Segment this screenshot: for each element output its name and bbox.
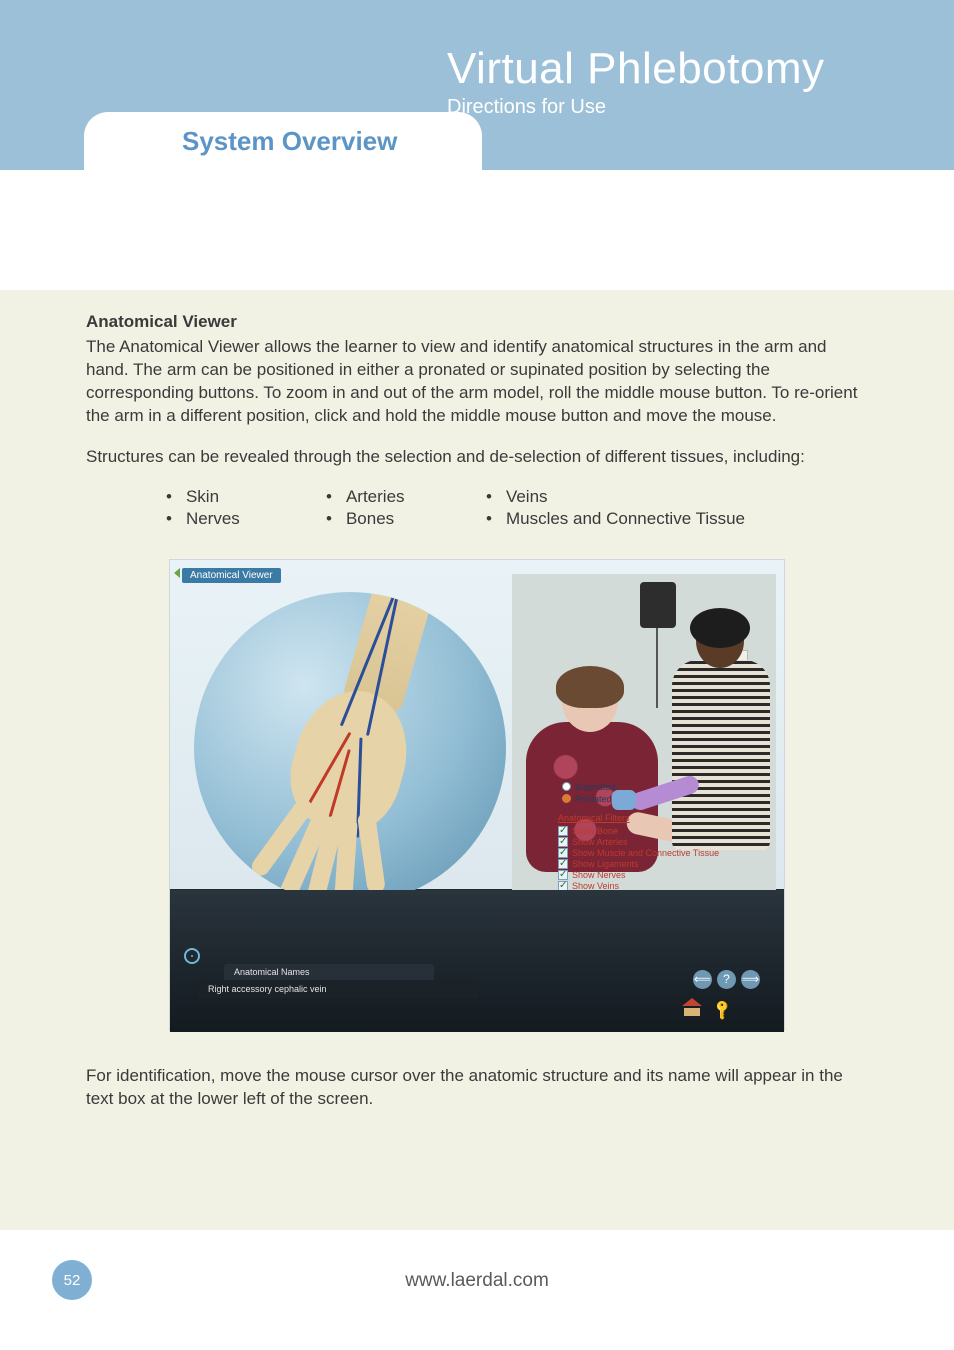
nav-help-button[interactable]: ? xyxy=(717,970,736,989)
list-item: Bones xyxy=(326,509,486,529)
list-item: Nerves xyxy=(166,509,326,529)
section-heading: Anatomical Viewer xyxy=(86,312,868,332)
nav-buttons: ⟸ ? ⟹ xyxy=(693,970,760,989)
doc-title: Virtual Phlebotomy xyxy=(447,44,825,94)
panel-title: Anatomical Viewer xyxy=(182,568,281,583)
anat-names-label: Anatomical Names xyxy=(224,964,434,980)
paragraph-2: Structures can be revealed through the s… xyxy=(86,446,868,469)
paragraph-1: The Anatomical Viewer allows the learner… xyxy=(86,336,868,428)
footer-url: www.laerdal.com xyxy=(0,1270,954,1292)
tissue-col-3: Veins Muscles and Connective Tissue xyxy=(486,487,806,531)
list-item: Arteries xyxy=(326,487,486,507)
radio-pronated[interactable]: Pronated xyxy=(562,794,616,804)
content-panel: Anatomical Viewer The Anatomical Viewer … xyxy=(50,290,904,1176)
arm-3d-view[interactable] xyxy=(194,592,506,904)
position-radios: Supinated Pronated xyxy=(562,782,616,806)
page: Virtual Phlebotomy Directions for Use Sy… xyxy=(0,0,954,1350)
target-icon[interactable] xyxy=(184,948,200,964)
footer-icon-row: 🔑 xyxy=(684,1002,730,1018)
tissue-col-1: Skin Nerves xyxy=(166,487,326,531)
panel-collapse-icon[interactable] xyxy=(174,568,180,578)
filter-checkbox[interactable]: Show Muscle and Connective Tissue xyxy=(558,848,719,858)
hand-model xyxy=(278,678,422,843)
filter-checkbox[interactable]: Show Arteries xyxy=(558,837,719,847)
app-screenshot: Anatomical Viewer xyxy=(169,559,785,1031)
anat-names-value: Right accessory cephalic vein xyxy=(198,980,478,998)
tissue-col-2: Arteries Bones xyxy=(326,487,486,531)
filter-checkbox[interactable]: Show Bone xyxy=(558,826,719,836)
filter-checkbox[interactable]: Show Nerves xyxy=(558,870,719,880)
section-tab: System Overview xyxy=(84,112,482,170)
list-item: Muscles and Connective Tissue xyxy=(486,509,806,529)
list-item: Skin xyxy=(166,487,326,507)
section-tab-label: System Overview xyxy=(182,126,397,157)
paragraph-3: For identification, move the mouse curso… xyxy=(86,1065,868,1111)
home-icon[interactable] xyxy=(684,1002,700,1016)
settings-icon[interactable]: 🔑 xyxy=(711,998,734,1021)
nav-forward-button[interactable]: ⟹ xyxy=(741,970,760,989)
filter-checkbox[interactable]: Show Ligaments xyxy=(558,859,719,869)
tissue-list: Skin Nerves Arteries Bones Veins Muscles… xyxy=(166,487,868,531)
filters-heading: Anatomical Filters xyxy=(558,813,630,823)
list-item: Veins xyxy=(486,487,806,507)
radio-supinated[interactable]: Supinated xyxy=(562,782,616,792)
nav-back-button[interactable]: ⟸ xyxy=(693,970,712,989)
